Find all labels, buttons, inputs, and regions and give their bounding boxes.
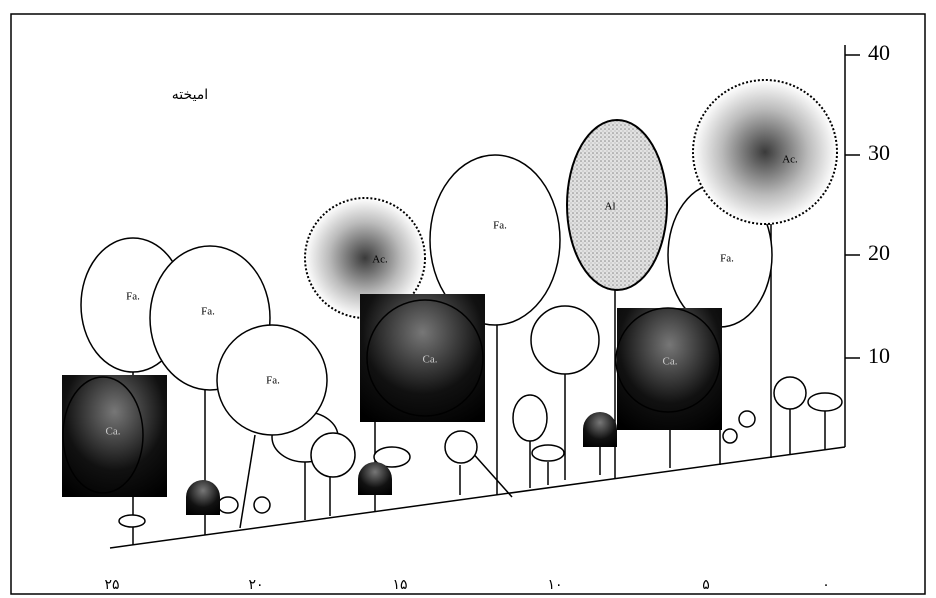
x-tick-label: ۱۰ [547,577,562,593]
dark-shrub [358,462,392,495]
dark-shrub [186,480,220,515]
tree-label: Al [605,201,616,213]
shrub [807,392,843,412]
tree-crown [304,197,426,319]
tree-label: Fa. [493,220,507,232]
tree-label: Fa. [126,291,140,303]
tree-label: Fa. [201,306,215,318]
shrub [310,432,356,478]
tree-crown [429,154,561,326]
shrub [444,430,478,464]
shrub [530,305,600,375]
shrub [253,496,271,514]
tree-crown [62,375,167,497]
tree-crown [566,119,668,291]
tree-outline [62,376,144,494]
x-tick-label: ۱۵ [392,577,407,593]
y-tick-label: 30 [868,140,890,165]
tree-crown [617,308,722,430]
shrub [531,444,565,462]
tree-label: Ac. [372,254,388,266]
frame [10,13,926,595]
shrub [773,376,807,410]
shrub [373,446,411,468]
ground-line [109,446,846,549]
x-tick-label: ۲۵ [104,577,119,593]
trees: Fa. Fa. Fa. Ac. Fa. Al Fa. Ac. Ca. Ca. C… [62,79,838,497]
y-tick-label: 10 [868,343,890,368]
diagram-title: امیخته [172,87,208,103]
x-tick-label: ۲۰ [248,577,263,593]
x-tick-label: ۵ [702,577,710,593]
tree-outline [366,299,484,417]
stem [469,449,513,498]
tree-crown [692,79,838,225]
tree-crown [216,324,328,436]
tree-label: Ca. [663,356,678,368]
x-ticks: ۲۵ ۲۰ ۱۵ ۱۰ ۵ ۰ [104,577,829,593]
y-tick-label: 20 [868,240,890,265]
tree-label: Fa. [266,375,280,387]
stem [239,434,256,529]
y-tick-label: 40 [868,40,890,65]
shrub [722,428,738,444]
dark-shrub [583,412,617,447]
y-ticks: 40 30 20 10 [845,40,890,368]
tree-outline [615,307,721,413]
tree-label: Ca. [106,426,121,438]
shrub [512,394,548,442]
shrub [738,410,756,428]
tree-label: Ca. [423,354,438,366]
shrub [217,496,239,514]
tree-label: Fa. [720,253,734,265]
tree-label: Ac. [782,154,798,166]
x-tick-label: ۰ [822,577,830,593]
shrubs [118,305,843,528]
shrub [118,514,146,528]
